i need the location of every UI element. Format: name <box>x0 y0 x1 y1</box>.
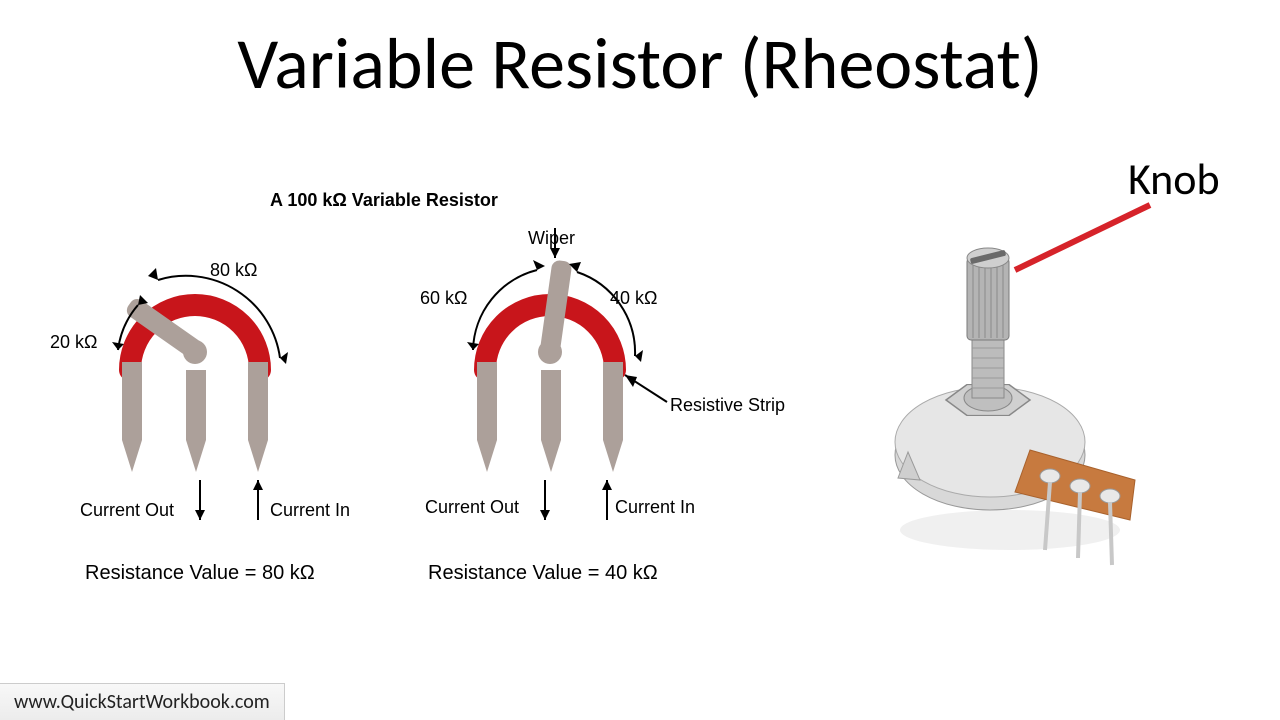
right-result: Resistance Value = 40 kΩ <box>428 562 658 585</box>
right-current-out: Current Out <box>425 497 519 518</box>
right-current-in: Current In <box>615 497 695 518</box>
footer-url: www.QuickStartWorkbook.com <box>0 683 285 720</box>
diagram-subtitle: A 100 kΩ Variable Resistor <box>270 190 498 211</box>
left-value-20k: 20 kΩ <box>50 332 97 353</box>
rheostat-diagram-left <box>30 220 370 600</box>
potentiometer-photo <box>850 220 1170 580</box>
right-value-40k: 40 kΩ <box>610 288 657 309</box>
wiper-label: Wiper <box>528 228 575 249</box>
left-result: Resistance Value = 80 kΩ <box>85 562 315 585</box>
resistive-strip-label: Resistive Strip <box>670 395 785 416</box>
right-value-60k: 60 kΩ <box>420 288 467 309</box>
left-current-in: Current In <box>270 500 350 521</box>
right-value-80k: 80 kΩ <box>210 260 257 281</box>
knob-label: Knob <box>1128 152 1220 206</box>
left-current-out: Current Out <box>80 500 174 521</box>
page-title: Variable Resistor (Rheostat) <box>0 20 1280 108</box>
